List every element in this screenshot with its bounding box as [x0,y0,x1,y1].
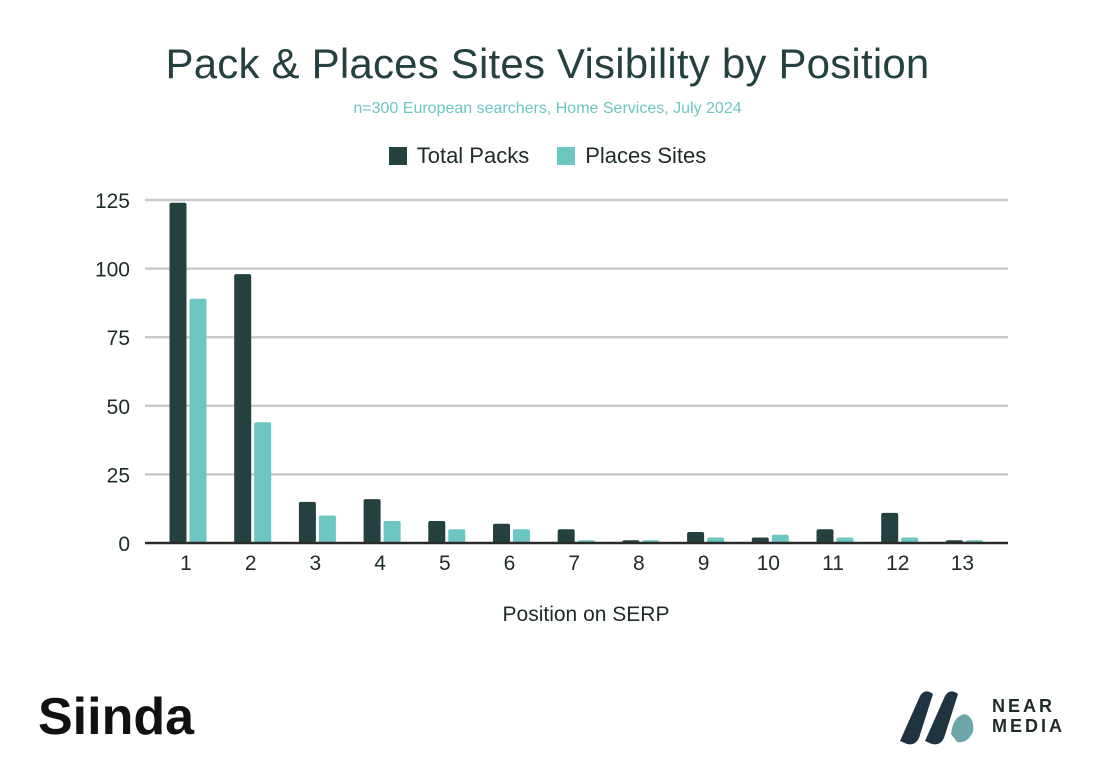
bar-total-packs [687,532,705,543]
bar-places-sites [513,529,530,543]
y-tick-label: 50 [107,396,130,419]
x-tick-label: 4 [374,552,386,575]
siinda-logo: Siinda [38,682,208,747]
x-tick-label: 10 [757,552,780,575]
x-tick-label: 9 [698,552,710,575]
bar-total-packs [363,499,381,543]
legend-item-places-sites: Places Sites [557,143,706,169]
bar-total-packs [751,537,769,543]
y-tick-label: 125 [95,190,130,213]
y-tick-label: 75 [107,327,130,350]
x-tick-label: 1 [180,552,192,575]
near-media-logo-text: NEAR MEDIA [992,696,1065,736]
chart-subtitle: n=300 European searchers, Home Services,… [353,100,742,117]
bar-total-packs [428,521,446,543]
bar-total-packs [169,202,187,543]
chart-title: Pack & Places Sites Visibility by Positi… [165,40,930,87]
bar-places-sites [254,422,272,543]
x-tick-label: 6 [504,552,516,575]
x-tick-label: 8 [633,552,645,575]
legend-swatch-total-packs [388,147,407,165]
bar-places-sites [836,537,854,543]
x-tick-label: 7 [568,552,580,575]
x-tick-label: 5 [439,552,451,575]
near-media-line1: NEAR [992,696,1056,716]
bar-places-sites [707,537,725,543]
bar-total-packs [298,501,316,543]
siinda-logo-icon: Siinda [38,688,195,746]
bar-places-sites [901,537,919,543]
y-tick-label: 0 [118,533,130,556]
bar-total-packs [557,529,575,543]
legend-item-total-packs: Total Packs [388,143,530,169]
x-axis-label: Position on SERP [503,603,670,626]
bar-places-sites [448,529,466,543]
x-tick-label: 3 [310,552,322,575]
siinda-logo-text: Siinda [38,688,195,742]
near-media-logo-icon [900,691,974,745]
bar-places-sites [383,521,401,543]
y-tick-label: 25 [107,464,130,487]
legend-swatch-places-sites [557,147,576,165]
legend: Total Packs Places Sites [0,143,1095,169]
bar-total-packs [493,523,510,543]
legend-label-places-sites: Places Sites [585,143,707,168]
near-media-logo [895,686,980,751]
bar-total-packs [816,529,834,543]
bar-places-sites [771,534,789,543]
x-tick-label: 13 [951,552,974,575]
y-tick-label: 100 [95,259,130,282]
legend-label-total-packs: Total Packs [416,143,530,168]
bar-total-packs [881,512,899,543]
bar-places-sites [318,515,336,543]
x-tick-label: 11 [822,552,844,575]
bar-total-packs [234,274,252,543]
bar-places-sites [189,298,207,543]
x-tick-label: 12 [886,552,909,575]
x-tick-label: 2 [245,552,257,575]
near-media-line2: MEDIA [992,716,1065,736]
